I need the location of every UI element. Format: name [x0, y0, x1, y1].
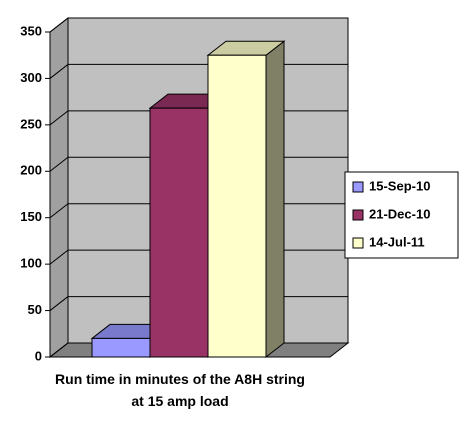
y-tick-label: 100: [20, 256, 42, 271]
legend-swatch: [352, 209, 364, 221]
bar: [149, 107, 209, 358]
grid-line: [49, 17, 69, 33]
grid-line: [49, 296, 69, 311]
y-tick-label: 350: [20, 23, 42, 38]
grid-line: [49, 249, 69, 265]
grid-line: [49, 342, 69, 358]
y-tick-label: 300: [20, 70, 42, 85]
legend-label: 15-Sep-10: [369, 178, 430, 193]
x-category-label: Run time in minutes of the A8H string at…: [55, 371, 305, 409]
bar: [207, 54, 267, 358]
legend-label: 14-Jul-11: [369, 234, 425, 249]
y-tick-label: 200: [20, 163, 42, 178]
y-tick-label: 50: [28, 302, 42, 317]
legend-swatch: [352, 181, 364, 193]
grid-line: [49, 203, 69, 219]
legend-box: [344, 171, 459, 259]
bar-side: [265, 40, 285, 359]
legend-label: 21-Dec-10: [369, 206, 430, 221]
y-tick-label: 150: [20, 209, 42, 224]
y-tick-label: 0: [35, 348, 42, 363]
grid-line: [49, 110, 69, 126]
legend-swatch: [352, 237, 364, 249]
side-wall: [49, 16, 69, 359]
y-tick-label: 250: [20, 116, 42, 131]
grid-line: [49, 156, 69, 172]
grid-line: [49, 64, 69, 79]
bar: [91, 337, 151, 358]
